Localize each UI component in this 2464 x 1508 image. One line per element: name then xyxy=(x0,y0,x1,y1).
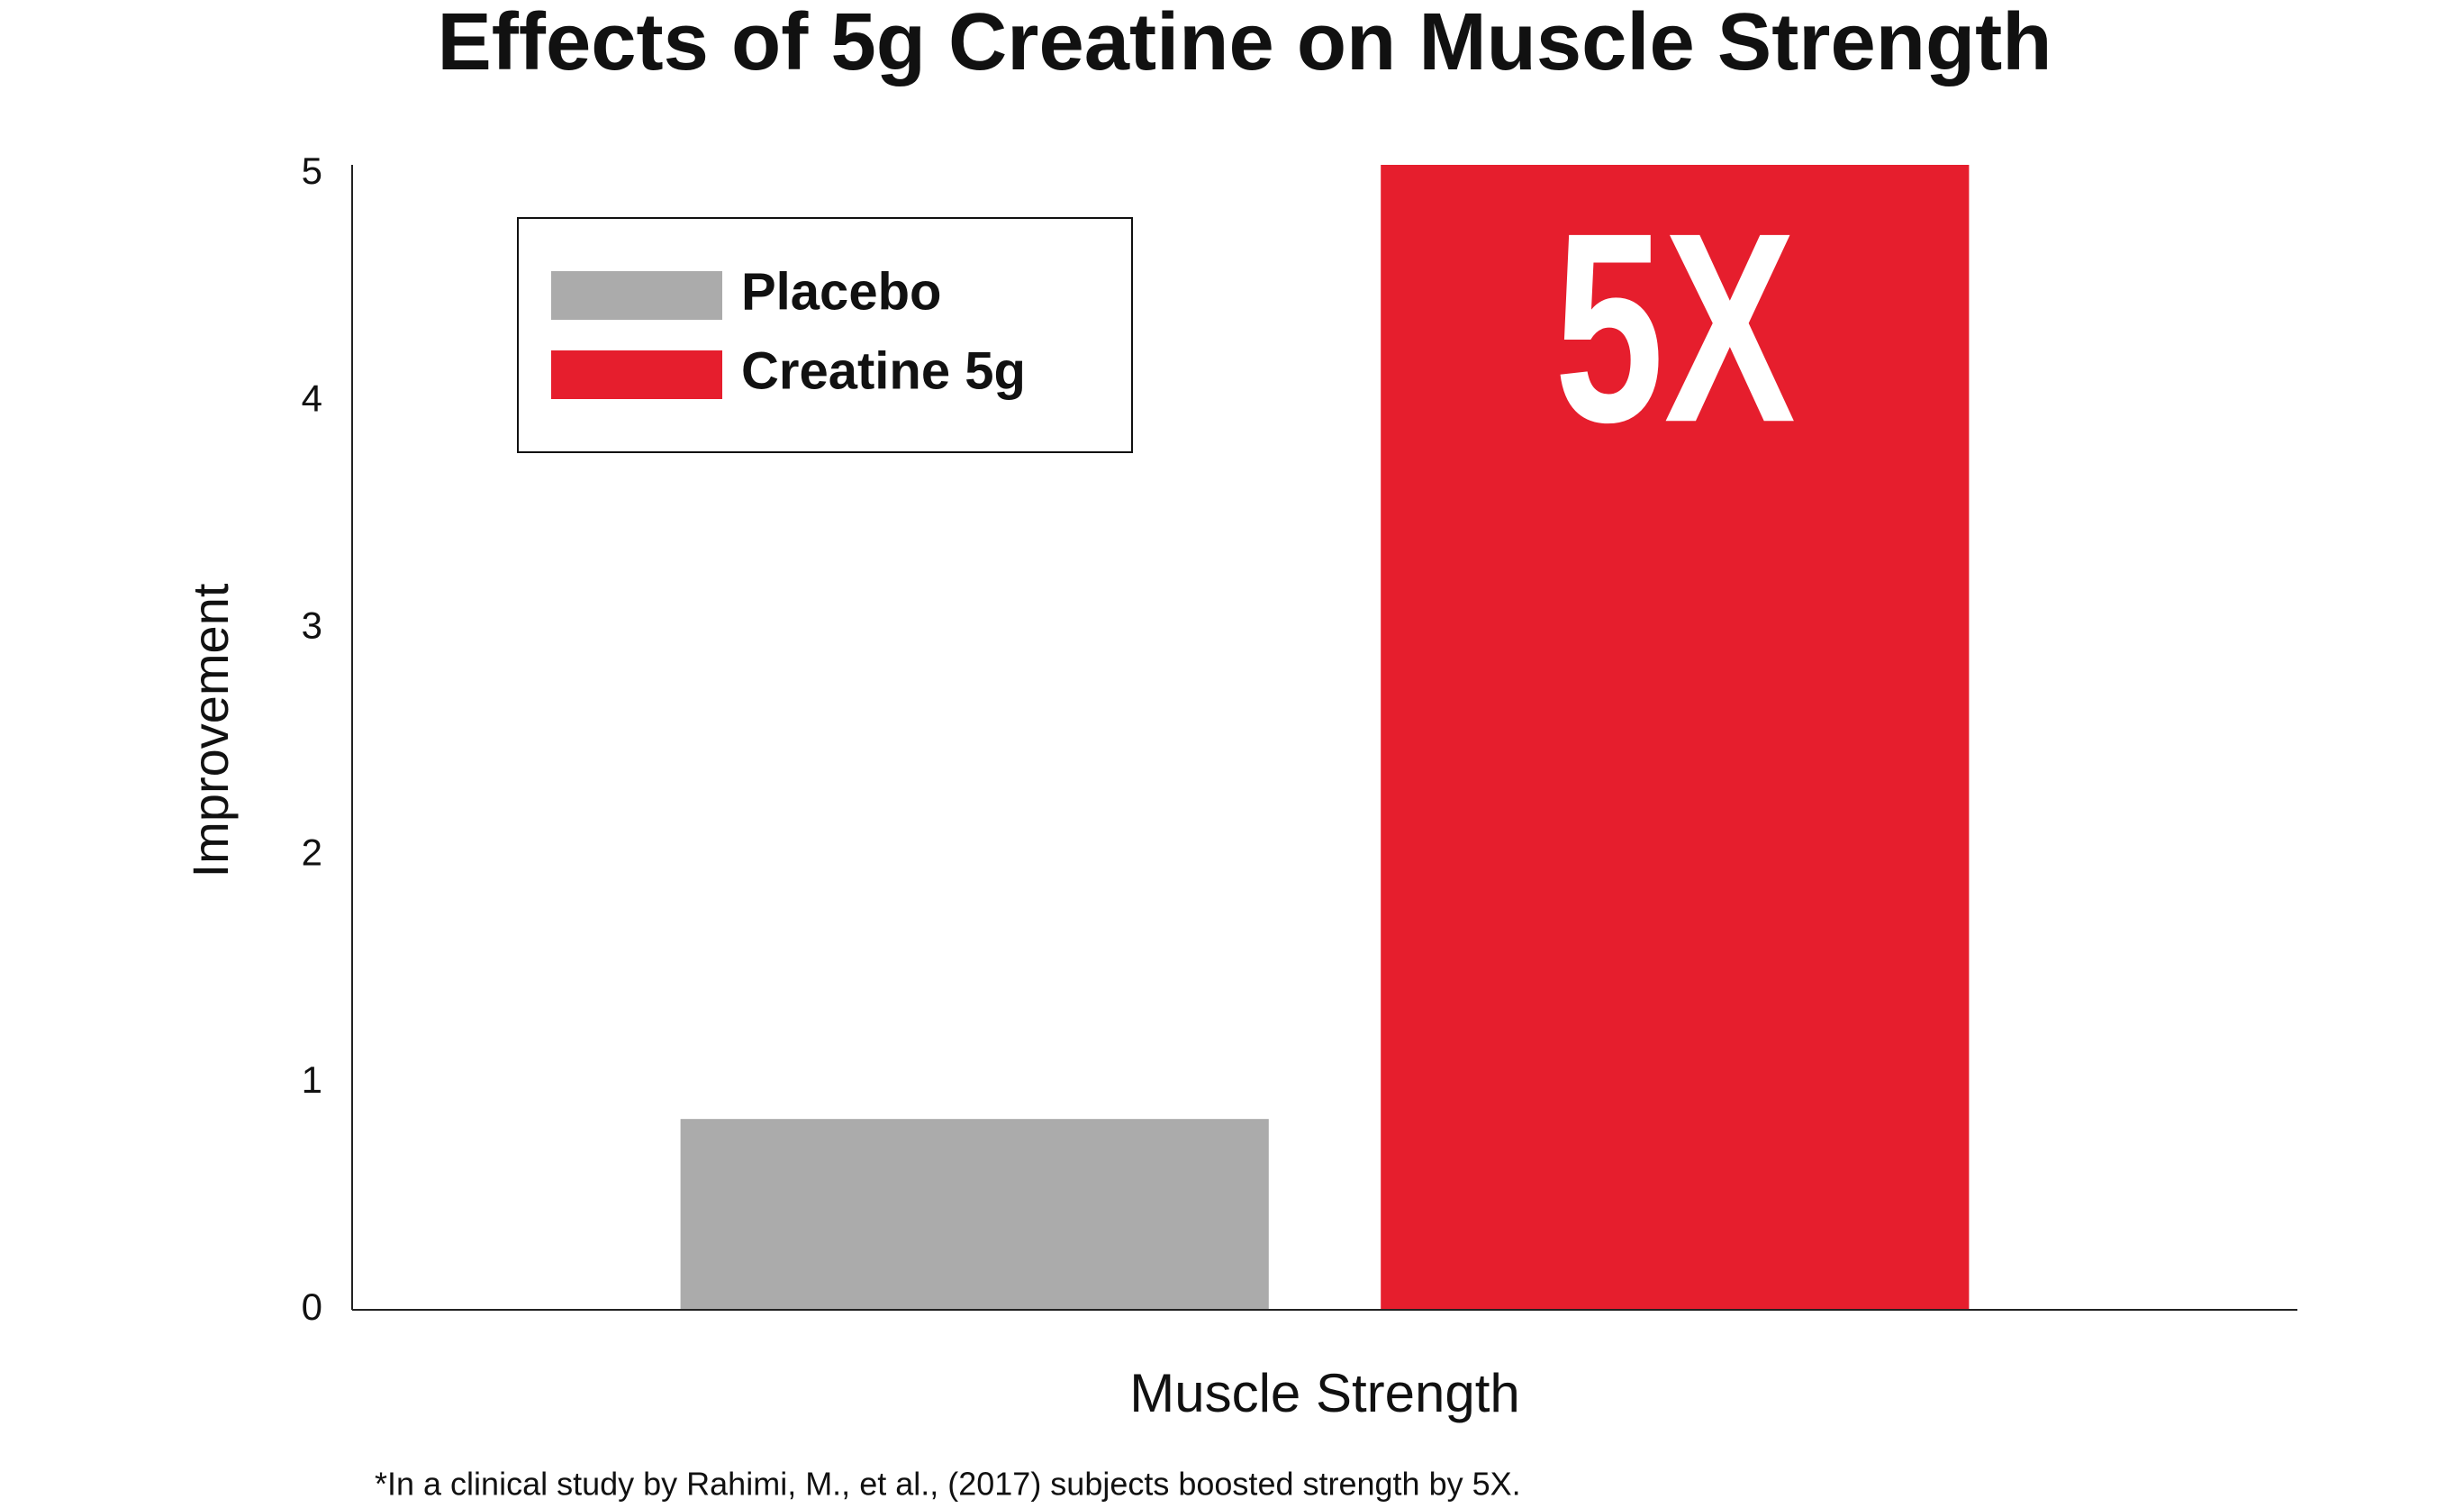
y-axis-label: Improvement xyxy=(182,583,239,877)
y-tick-label: 1 xyxy=(302,1058,322,1101)
y-tick-label: 5 xyxy=(302,150,322,192)
bar-annotation: 5X xyxy=(1554,176,1797,478)
bar xyxy=(680,1119,1269,1310)
legend-swatch xyxy=(551,271,722,320)
y-tick-label: 2 xyxy=(302,831,322,874)
legend-label: Placebo xyxy=(741,262,941,321)
legend-box xyxy=(517,217,1133,453)
footnote: *In a clinical study by Rahimi, M., et a… xyxy=(375,1466,1521,1503)
chart-title: Effects of 5g Creatine on Muscle Strengt… xyxy=(438,0,2052,87)
y-tick-label: 3 xyxy=(302,604,322,647)
y-tick-label: 4 xyxy=(302,377,322,419)
legend-label: Creatine 5g xyxy=(741,341,1026,400)
y-tick-label: 0 xyxy=(302,1285,322,1328)
bar xyxy=(1381,165,1970,1310)
legend-swatch xyxy=(551,350,722,399)
x-tick-label: Muscle Strength xyxy=(1129,1363,1520,1423)
